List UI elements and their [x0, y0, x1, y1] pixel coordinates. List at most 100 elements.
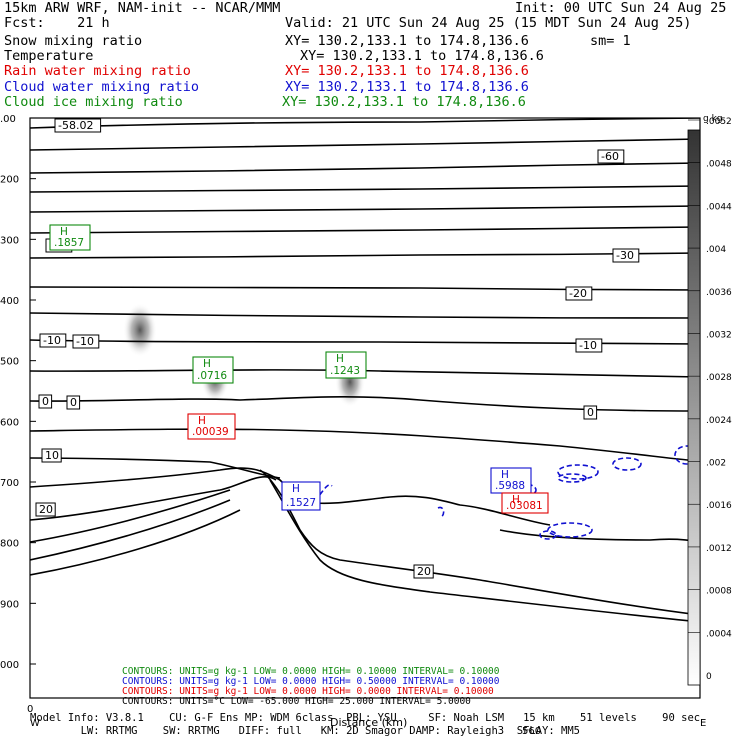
field-name-temperature: Temperature	[4, 48, 94, 64]
maximum-box	[325, 351, 367, 379]
maximum-value: .1243	[330, 365, 360, 377]
colorbar-tick-label: .0032	[706, 330, 732, 340]
y-tick-label: 500	[0, 357, 19, 368]
isotherm-label: -20	[569, 287, 587, 300]
isotherm-label-box	[565, 286, 593, 301]
isotherm-label: 0	[42, 395, 49, 408]
field-name-cloud-water: Cloud water mixing ratio	[4, 79, 200, 95]
maximum-box	[192, 356, 234, 384]
x-east-label: E	[700, 718, 706, 729]
maximum-value: .5988	[495, 480, 525, 492]
y-tick-label: .00	[0, 114, 16, 125]
isotherm-label-box	[583, 405, 598, 420]
colorbar-tick-label: .0048	[706, 160, 732, 170]
isotherm-label: -10	[579, 339, 597, 352]
isotherm-label: -60	[601, 150, 619, 163]
maximum-marker: H	[336, 353, 344, 365]
y-tick-label: 800	[0, 539, 19, 550]
maximum-marker: H	[198, 415, 206, 427]
isotherm-label-box	[38, 394, 53, 409]
isotherm-label: 0	[587, 406, 594, 419]
field-smooth-snow: sm= 1	[590, 33, 631, 49]
field-name-rain: Rain water mixing ratio	[4, 63, 191, 79]
colorbar	[687, 129, 701, 686]
isotherm-label: -58.02	[58, 119, 93, 132]
isotherm-line	[30, 312, 700, 319]
cloud-water-contours	[284, 445, 700, 553]
y-tick-label: 900	[0, 599, 19, 610]
colorbar-tick-label: .0044	[706, 202, 732, 212]
colorbar-tick-label: .0004	[706, 629, 732, 639]
contour-info-row: CONTOURS: UNITS=g kg-1 LOW= 0.0000 HIGH=…	[122, 666, 500, 677]
isotherm-label: 10	[45, 449, 59, 462]
forecast-hour: Fcst: 21 h	[4, 15, 110, 31]
pressure-axis: .00 200 300 400 500 600 700 800 900 000	[0, 114, 36, 671]
isotherm-label: 20	[39, 503, 53, 516]
y-tick-label: 300	[0, 235, 19, 246]
isotherm-label-box	[41, 448, 62, 463]
isotherm-label: 20	[417, 565, 431, 578]
maxima-labels: H.1857H.0716H.1243H.00039H.1527H.5988H.0…	[49, 224, 549, 514]
isotherm-label-box	[612, 248, 640, 263]
colorbar-tick-label: .0052	[706, 117, 732, 127]
model-info-line1: Model Info: V3.8.1 CU: G-F Ens MP: WDM 6…	[30, 712, 701, 724]
maximum-value: .1527	[286, 497, 316, 509]
isotherm-label-box	[39, 333, 67, 348]
temperature-isotherms	[30, 118, 700, 623]
valid-time: Valid: 21 UTC Sun 24 Aug 25 (15 MDT Sun …	[285, 15, 692, 31]
colorbar-ticks: 0 .0004 .0008 .0012 .0016 .002 .0024 .0028 .0032…	[688, 117, 732, 682]
isotherm-label: 0	[70, 396, 77, 409]
isotherm-line	[30, 489, 231, 543]
isotherm-label-box	[575, 338, 603, 353]
isotherm-line	[30, 509, 241, 576]
contour-info: CONTOURS: UNITS=g kg-1 LOW= 0.0000 HIGH=…	[122, 666, 500, 707]
isotherm-label-box	[413, 564, 434, 579]
colorbar-tick-label: .0012	[706, 544, 732, 554]
isotherm-label: -10	[76, 335, 94, 348]
field-xy-temperature: XY= 130.2,133.1 to 174.8,136.6	[300, 48, 544, 64]
isotherm-line	[30, 475, 277, 521]
y-tick-label: 600	[0, 417, 19, 428]
isotherm-label-box	[66, 395, 81, 410]
model-title: 15km ARW WRF, NAM-init -- NCAR/MMM	[4, 0, 281, 16]
cloud-water-contour	[539, 530, 557, 540]
isotherm-line	[30, 457, 281, 479]
isotherm-label-box	[54, 118, 102, 133]
isotherm-line	[30, 205, 700, 213]
field-xy-rain: XY= 130.2,133.1 to 174.8,136.6	[285, 63, 529, 79]
maximum-box	[490, 467, 532, 494]
isotherm-line	[30, 162, 700, 174]
x-axis-title: Distance (km)	[330, 716, 407, 729]
field-xy-cloud-ice: XY= 130.2,133.1 to 174.8,136.6	[282, 94, 526, 110]
field-name-snow: Snow mixing ratio	[4, 33, 143, 49]
isotherm-line	[30, 252, 700, 259]
colorbar-unit: g kg	[703, 114, 723, 124]
maximum-box	[187, 413, 236, 440]
cloud-water-contour	[557, 464, 599, 480]
colorbar-tick-label: .0008	[706, 587, 732, 597]
maximum-value: .1857	[54, 237, 84, 249]
contour-info-row: CONTOURS: UNITS=g kg-1 LOW= 0.0000 HIGH=…	[122, 686, 494, 697]
isotherm-line	[30, 185, 700, 193]
isotherm-label: -10	[43, 334, 61, 347]
maximum-box	[281, 481, 321, 511]
isotherm-line	[305, 495, 551, 526]
x-tick-560: 560	[522, 726, 541, 737]
isotherm-line	[30, 118, 700, 129]
isotherm-line	[30, 499, 231, 561]
colorbar-tick-label: .004	[706, 245, 726, 255]
x-west-label: W	[30, 718, 40, 729]
colorbar-tick-label: .0016	[706, 501, 732, 511]
y-tick-label: 000	[0, 660, 19, 671]
field-xy-cloud-water: XY= 130.2,133.1 to 174.8,136.6	[285, 79, 529, 95]
isotherm-line	[259, 469, 700, 616]
y-tick-label: 400	[0, 296, 19, 307]
snow-blob	[123, 303, 157, 357]
field-name-cloud-ice: Cloud ice mixing ratio	[4, 94, 183, 110]
maximum-value: .0716	[197, 370, 227, 382]
contour-info-row: CONTOURS: UNITS=g kg-1 LOW= 0.0000 HIGH=…	[122, 676, 500, 687]
init-time: Init: 00 UTC Sun 24 Aug 25	[515, 0, 727, 16]
isotherm-line	[30, 138, 700, 151]
isotherm-line	[30, 396, 700, 412]
